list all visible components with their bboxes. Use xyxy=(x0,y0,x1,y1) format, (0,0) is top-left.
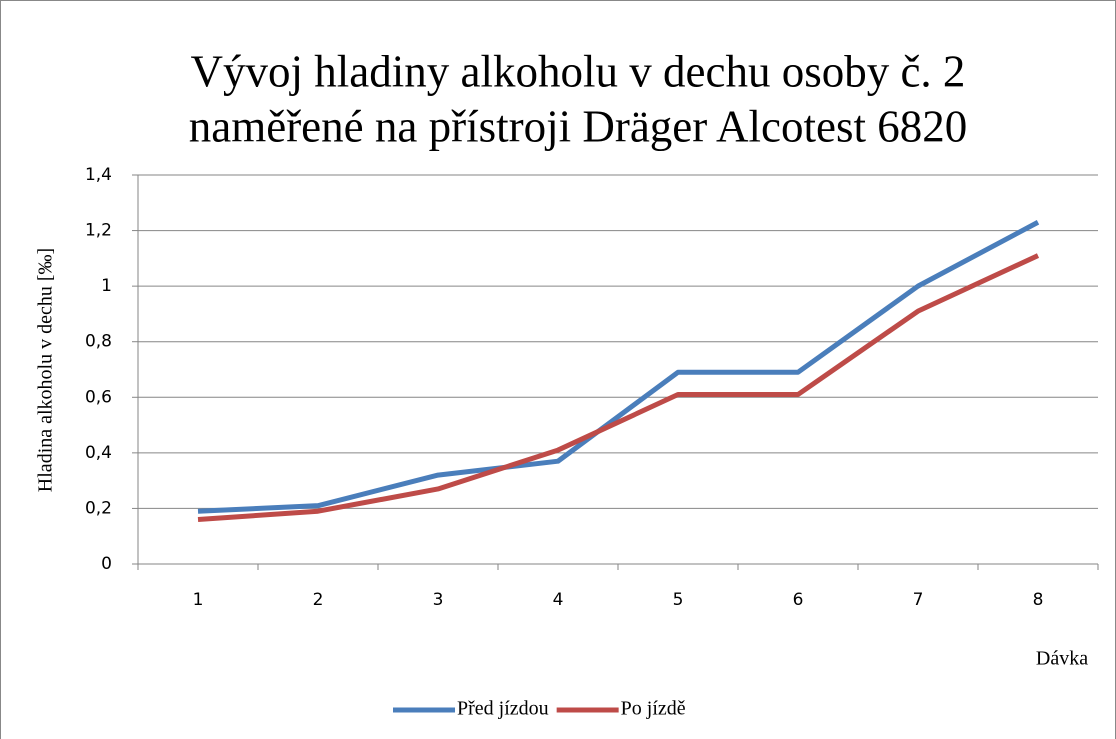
y-tick-label: 0,6 xyxy=(85,387,112,407)
x-tick-label: 7 xyxy=(913,590,924,610)
y-tick-label: 0 xyxy=(101,554,112,574)
y-tick-label: 1,4 xyxy=(85,165,112,185)
legend-label: Po jízdě xyxy=(621,698,686,720)
legend-label: Před jízdou xyxy=(457,698,549,720)
y-axis-label: Hladina alkoholu v dechu [‰] xyxy=(35,248,57,492)
y-tick-label: 0,2 xyxy=(85,498,112,518)
x-tick-label: 2 xyxy=(313,590,324,610)
chart-title: Vývoj hladiny alkoholu v dechu osoby č. … xyxy=(191,46,966,96)
chart-title: naměřené na přístroji Dräger Alcotest 68… xyxy=(189,101,968,151)
y-tick-label: 1 xyxy=(101,276,112,296)
x-tick-label: 5 xyxy=(673,590,684,610)
x-tick-label: 6 xyxy=(793,590,804,610)
y-tick-label: 0,8 xyxy=(85,332,112,352)
x-tick-label: 8 xyxy=(1033,590,1044,610)
y-tick-label: 1,2 xyxy=(85,221,112,241)
x-axis-label: Dávka xyxy=(1036,648,1088,670)
x-tick-label: 1 xyxy=(193,590,204,610)
x-tick-label: 4 xyxy=(553,590,564,610)
y-tick-label: 0,4 xyxy=(85,443,112,463)
data-line xyxy=(197,220,1040,514)
data-line xyxy=(197,253,1040,523)
x-tick-label: 3 xyxy=(433,590,444,610)
